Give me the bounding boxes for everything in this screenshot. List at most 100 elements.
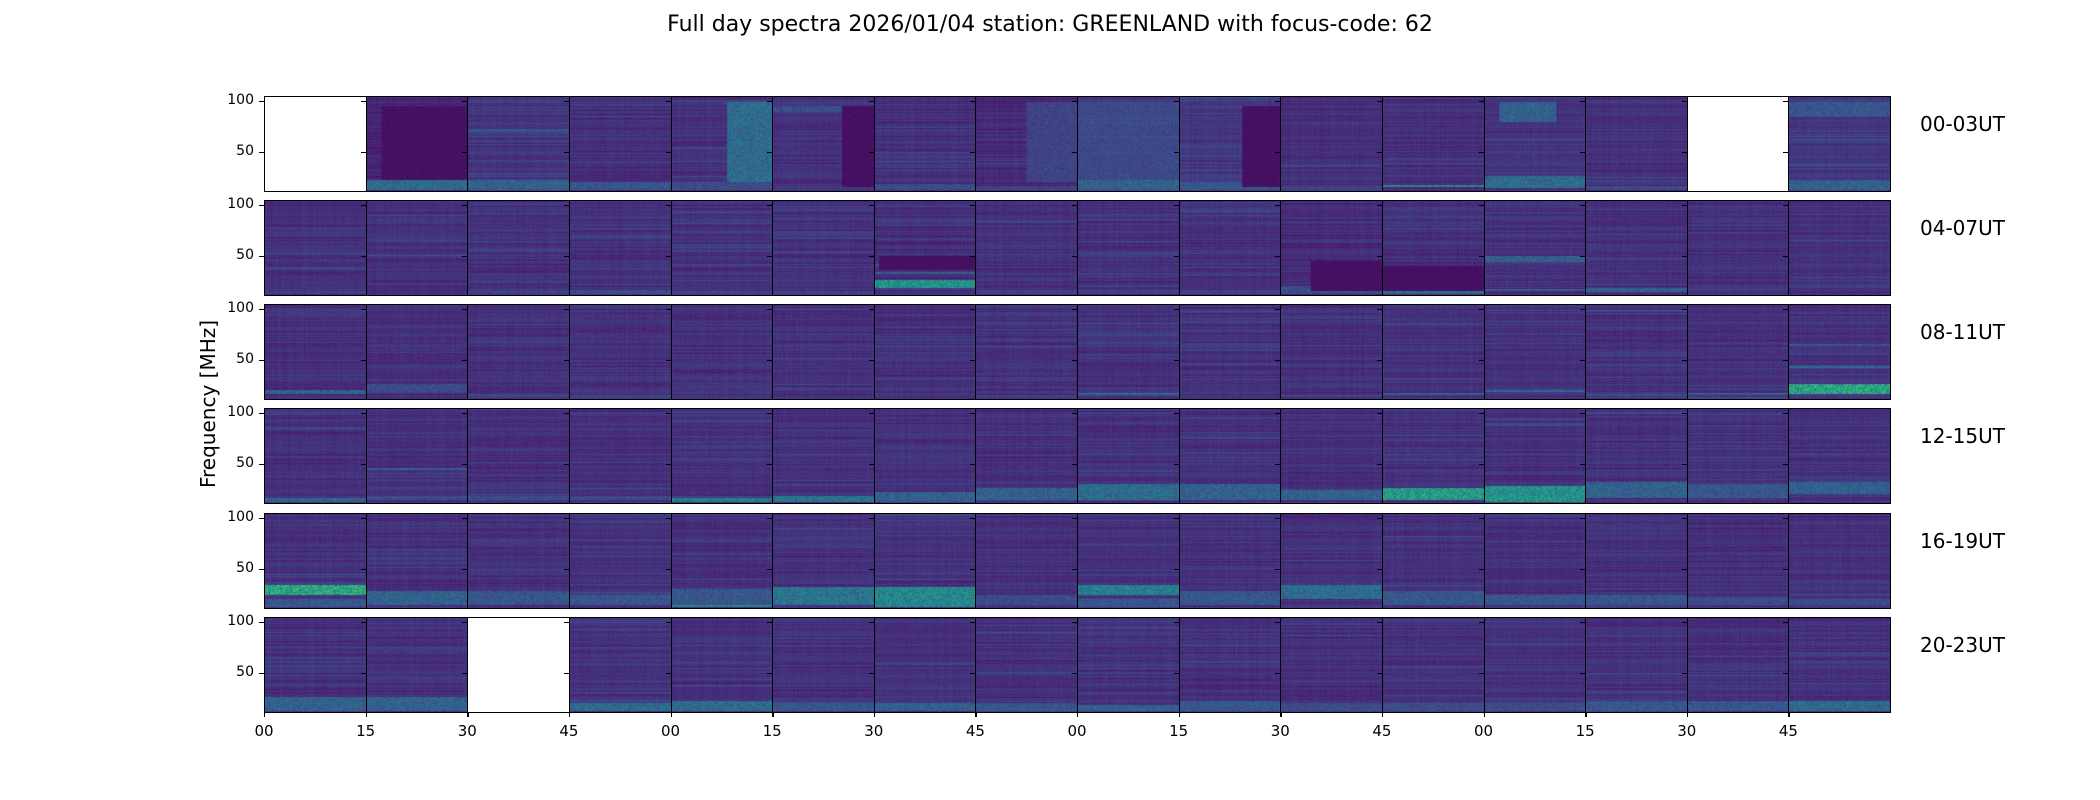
spectrogram-image <box>365 200 469 296</box>
panel-y-tick-mark <box>970 518 976 520</box>
panel-y-tick-mark <box>767 359 773 361</box>
panel-y-tick-mark <box>767 101 773 103</box>
panel-y-tick-mark <box>1478 672 1484 674</box>
spectrogram-image <box>1686 304 1790 400</box>
panel-y-tick-mark <box>665 672 671 674</box>
spectrum-panel <box>970 617 1078 713</box>
panel-y-tick-mark <box>868 359 874 361</box>
panel-y-tick-mark <box>1173 518 1179 520</box>
panel-y-tick-mark <box>970 622 976 624</box>
panel-y-tick-mark <box>868 568 874 570</box>
panel-y-tick-mark <box>665 255 671 257</box>
panel-y-tick-mark <box>360 622 366 624</box>
panel-y-tick-mark <box>360 463 366 465</box>
panel-y-tick-mark <box>1173 622 1179 624</box>
spectrum-panel <box>1478 304 1587 400</box>
x-tick-label: 30 <box>457 722 477 740</box>
panel-y-tick-mark <box>1173 359 1179 361</box>
y-tick-mark <box>259 622 264 624</box>
panel-y-tick-mark <box>1072 568 1077 570</box>
spectra-row <box>264 304 1891 400</box>
spectrum-panel <box>1173 200 1282 296</box>
spectrogram-image <box>1280 200 1383 296</box>
panel-y-tick-mark <box>1681 413 1687 415</box>
spectrogram-image <box>1077 408 1180 504</box>
spectrogram-image <box>1585 513 1688 609</box>
x-tick-mark <box>1686 712 1689 717</box>
spectrum-panel <box>1275 200 1383 296</box>
spectrogram-image <box>1280 304 1383 400</box>
spectrogram-image <box>1178 513 1282 609</box>
spectra-row <box>264 200 1891 296</box>
spectrogram-image <box>264 408 367 504</box>
spectrogram-image <box>1483 513 1587 609</box>
panel-y-tick-mark <box>1783 101 1789 103</box>
spectrogram-image <box>670 617 774 713</box>
x-tick-label: 15 <box>1169 722 1189 740</box>
panel-y-tick-mark <box>1681 151 1687 153</box>
spectrogram-image <box>1381 96 1485 192</box>
spectrogram-image <box>365 304 469 400</box>
spectrogram-image <box>1788 408 1891 504</box>
spectrogram-image <box>365 408 469 504</box>
spectrogram-image <box>772 513 875 609</box>
panel-y-tick-mark <box>1580 413 1586 415</box>
panel-y-tick-mark <box>665 309 671 311</box>
spectrogram-image <box>1077 96 1180 192</box>
panel-y-tick-mark <box>1275 101 1281 103</box>
spectra-row <box>264 408 1891 504</box>
spectrogram-image <box>873 96 977 192</box>
spectrogram-image <box>1483 200 1587 296</box>
x-tick-mark <box>1585 712 1587 717</box>
spectrum-panel <box>264 408 367 504</box>
spectrum-panel <box>767 408 875 504</box>
spectrum-panel <box>1783 304 1891 400</box>
panel-y-tick-mark <box>868 622 874 624</box>
spectrum-panel <box>767 96 875 192</box>
panel-y-tick-mark <box>970 463 976 465</box>
row-time-label: 20-23UT <box>1920 633 2005 657</box>
panel-y-tick-mark <box>1478 151 1484 153</box>
spectrogram-image <box>1280 513 1383 609</box>
spectrum-panel <box>462 304 570 400</box>
panel-y-tick-mark <box>360 518 366 520</box>
spectrum-panel <box>1783 96 1891 192</box>
panel-y-tick-mark <box>868 518 874 520</box>
spectrum-panel <box>360 200 469 296</box>
y-tick-label: 50 <box>236 559 254 576</box>
y-tick-mark <box>259 101 264 103</box>
spectrogram-image <box>670 96 774 192</box>
panel-y-tick-mark <box>1783 205 1789 207</box>
y-tick-label: 100 <box>227 509 254 526</box>
spectrogram-image <box>467 304 570 400</box>
panel-y-tick-mark <box>1376 413 1382 415</box>
spectrum-panel <box>360 513 469 609</box>
panel-y-tick-mark <box>563 359 569 361</box>
spectrum-panel <box>462 408 570 504</box>
panel-y-tick-mark <box>665 568 671 570</box>
spectrogram-image <box>772 304 875 400</box>
panel-y-tick-mark <box>1478 413 1484 415</box>
panel-y-tick-mark <box>1681 463 1687 465</box>
panel-y-tick-mark <box>1681 568 1687 570</box>
spectrogram-image <box>1381 617 1485 713</box>
x-tick-mark <box>975 712 977 717</box>
panel-y-tick-mark <box>1376 309 1382 311</box>
panel-y-tick-mark <box>1376 255 1382 257</box>
panel-y-tick-mark <box>1173 309 1179 311</box>
panel-y-tick-mark <box>1275 309 1281 311</box>
spectrogram-image <box>975 304 1078 400</box>
spectrum-panel <box>563 304 672 400</box>
panel-y-tick-mark <box>1275 255 1281 257</box>
spectrogram-image <box>873 200 977 296</box>
panel-y-tick-mark <box>767 413 773 415</box>
x-tick-mark <box>1280 712 1282 717</box>
spectrum-panel <box>1580 304 1688 400</box>
y-tick-mark <box>259 518 264 520</box>
spectrum-panel <box>1376 513 1485 609</box>
panel-y-tick-mark <box>462 151 468 153</box>
y-tick-label: 100 <box>227 404 254 421</box>
panel-y-tick-mark <box>1478 205 1484 207</box>
spectrogram-image <box>975 408 1078 504</box>
spectrogram-image <box>975 96 1078 192</box>
